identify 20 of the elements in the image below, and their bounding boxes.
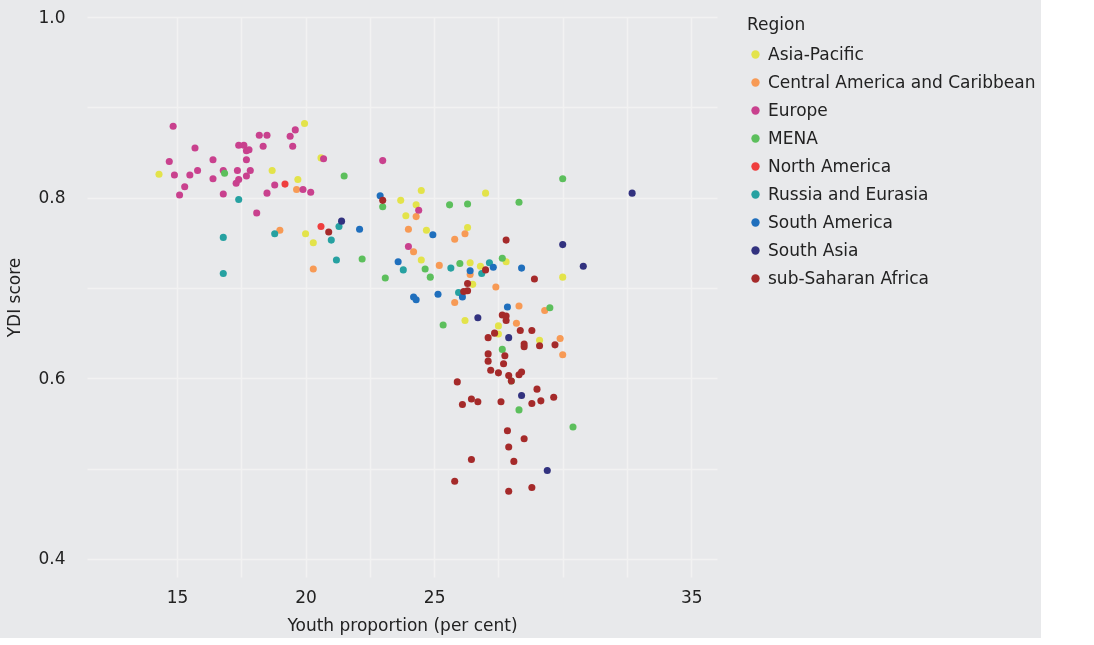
y-tick-label: 0.8: [38, 187, 66, 208]
x-tick-label: 25: [423, 586, 446, 607]
legend-label: North America: [768, 155, 892, 176]
x-tick-label: 15: [166, 586, 189, 607]
legend-title: Region: [747, 14, 806, 34]
x-tick-label: 20: [295, 586, 317, 607]
legend-label: Central America and Caribbean: [768, 71, 1036, 92]
legend-label: South Asia: [768, 239, 859, 260]
legend-label: South America: [768, 211, 893, 232]
x-tick-label: 35: [680, 586, 703, 607]
y-tick-label: 0.4: [38, 548, 66, 569]
y-axis-title: YDI score: [4, 257, 25, 339]
legend-label: Europe: [768, 99, 828, 120]
x-axis-title: Youth proportion (per cent): [286, 614, 518, 635]
legend-label: MENA: [768, 127, 819, 148]
legend-label: Asia-Pacific: [768, 43, 864, 64]
legend-label: sub-Saharan Africa: [768, 267, 930, 288]
legend-label: Russia and Eurasia: [768, 183, 929, 204]
y-tick-label: 0.6: [38, 367, 66, 388]
y-tick-label: 1.0: [38, 6, 66, 27]
